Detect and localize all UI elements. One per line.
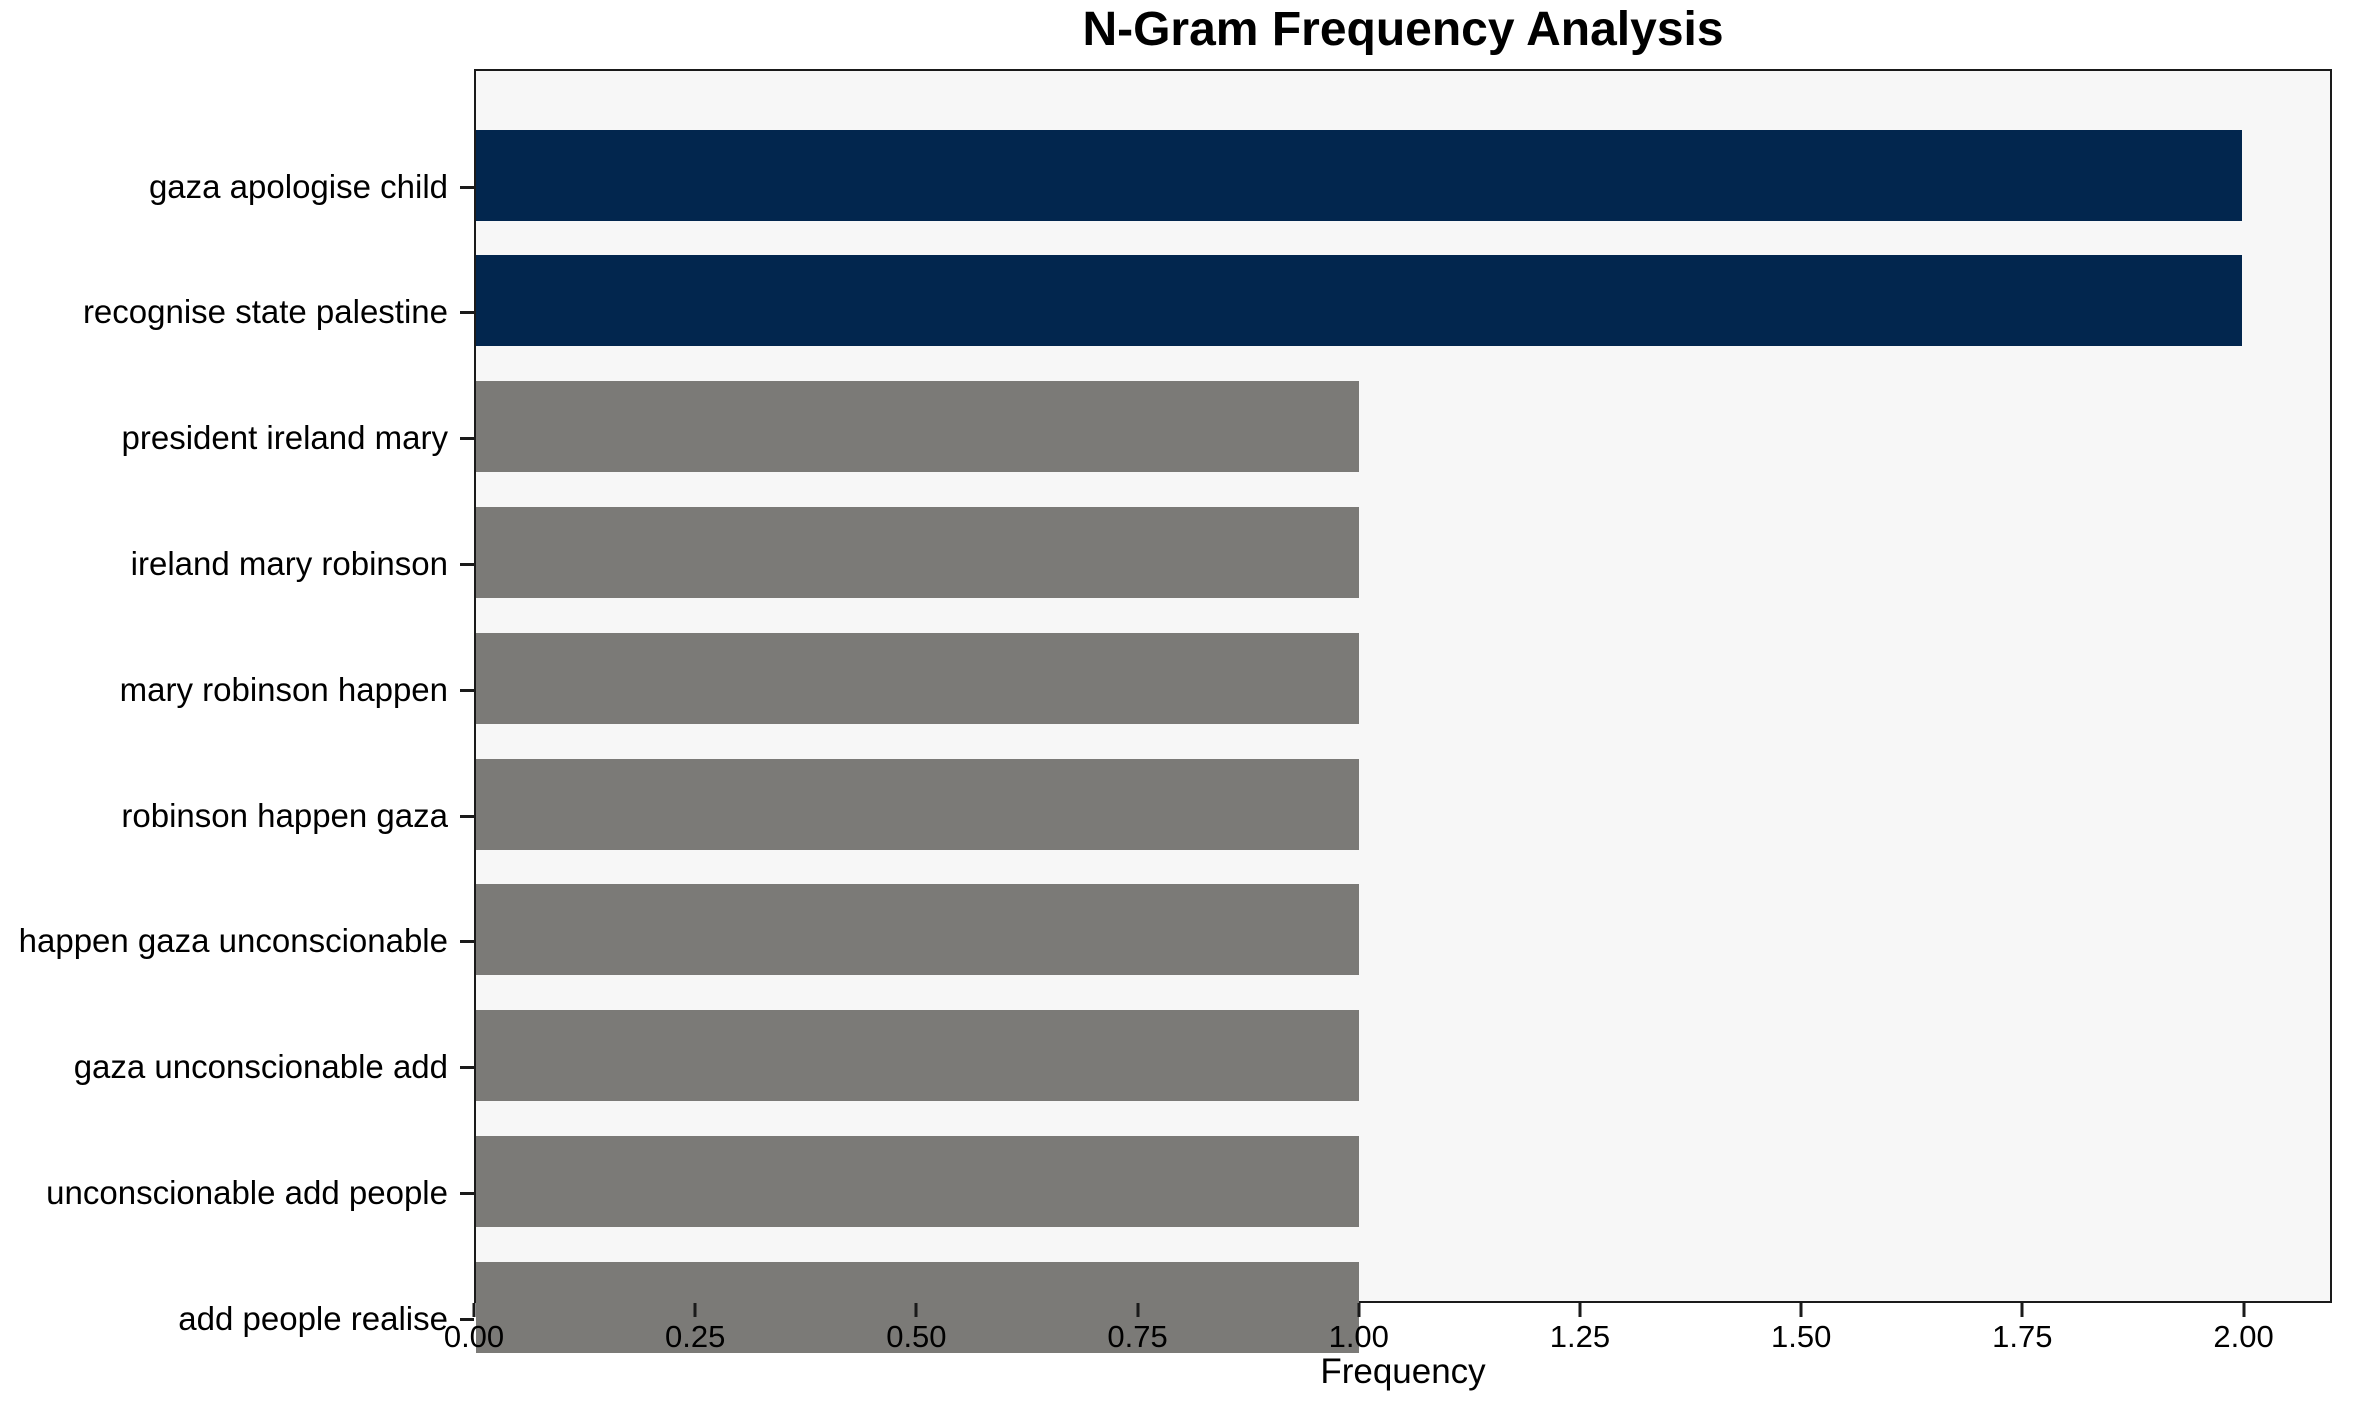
bar — [476, 758, 1359, 850]
x-tick-mark — [693, 1303, 697, 1317]
x-tick-label: 0.75 — [1107, 1319, 1168, 1354]
x-tick-mark — [472, 1303, 476, 1317]
x-tick-mark — [1799, 1303, 1803, 1317]
x-tick-label: 2.00 — [2213, 1319, 2274, 1354]
y-tick-label: add people realise — [178, 1299, 448, 1337]
y-tick-label: gaza unconscionable add — [73, 1048, 448, 1086]
x-tick-label: 1.75 — [1992, 1319, 2053, 1354]
y-tick-mark — [460, 185, 474, 189]
x-tick-mark — [1357, 1303, 1361, 1317]
y-tick-mark — [460, 311, 474, 315]
bar — [476, 884, 1359, 976]
x-tick-mark — [1578, 1303, 1582, 1317]
chart-title: N-Gram Frequency Analysis — [1082, 3, 1724, 56]
x-tick-mark — [1136, 1303, 1140, 1317]
y-tick-mark — [460, 562, 474, 566]
y-tick-mark — [460, 1317, 474, 1321]
y-tick-mark — [460, 940, 474, 944]
bar-row: robinson happen gaza — [121, 758, 2330, 873]
bar — [476, 1010, 1359, 1102]
x-tick-mark — [914, 1303, 918, 1317]
x-tick-label: 1.00 — [1328, 1319, 1389, 1354]
bar-row: ireland mary robinson — [131, 506, 2330, 621]
x-axis: 0.00 0.25 0.50 0.75 1.00 1.25 1.50 1.75 2.00 — [444, 1303, 2332, 1363]
y-tick-mark — [460, 1066, 474, 1070]
y-tick-label: gaza apologise child — [148, 167, 448, 205]
y-tick-label: mary robinson happen — [119, 670, 448, 708]
x-tick-label: 0.25 — [665, 1319, 726, 1354]
y-tick-label: happen gaza unconscionable — [18, 922, 448, 960]
bar — [476, 129, 2242, 221]
y-tick-mark — [460, 814, 474, 818]
bar-row: happen gaza unconscionable — [19, 884, 2330, 998]
x-tick-label: 0.50 — [886, 1319, 947, 1354]
x-tick-label: 0.00 — [443, 1319, 505, 1354]
x-tick-mark — [2242, 1303, 2246, 1317]
bar-row: gaza apologise child — [149, 129, 2330, 244]
y-tick-mark — [460, 437, 474, 441]
bar — [476, 632, 1359, 724]
y-tick-label: president ireland mary — [121, 419, 449, 457]
y-tick-label: ireland mary robinson — [130, 544, 448, 582]
plot-area: gaza apologise child recognise state pale… — [19, 69, 2332, 1353]
bar-row: gaza unconscionable add — [74, 1010, 2330, 1124]
bar — [476, 381, 1359, 473]
bar — [476, 1135, 1359, 1227]
x-tick-label: 1.25 — [1549, 1319, 1611, 1354]
x-tick-mark — [2020, 1303, 2024, 1317]
y-tick-label: recognise state palestine — [82, 293, 448, 331]
y-tick-mark — [460, 1191, 474, 1195]
y-tick-label: unconscionable add people — [46, 1173, 448, 1211]
y-tick-mark — [460, 688, 474, 692]
bar-row: mary robinson happen — [120, 632, 2330, 747]
y-tick-label: robinson happen gaza — [121, 796, 448, 834]
x-axis-title: Frequency — [1320, 1352, 1486, 1391]
x-tick-label: 1.50 — [1770, 1319, 1832, 1354]
bar-row: president ireland mary — [122, 381, 2330, 495]
bar-row: recognise state palestine — [83, 255, 2330, 369]
bar-row: unconscionable add people — [46, 1135, 2330, 1250]
bar — [476, 506, 1359, 598]
bar — [476, 255, 2242, 347]
